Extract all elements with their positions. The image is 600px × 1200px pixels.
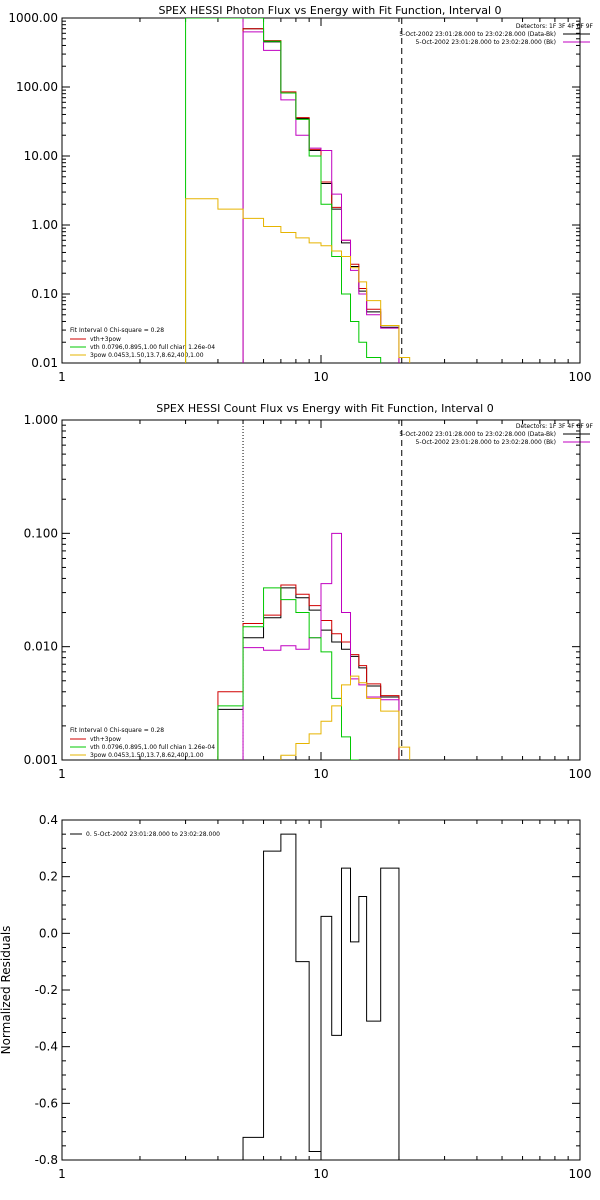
residuals-panel: Normalized Residuals 0. 5-Oct-2002 23:01…	[0, 813, 591, 1181]
photon-y-tick-label: 10.00	[24, 149, 58, 163]
photon-x-tick-label: 1	[58, 370, 66, 384]
count-y-tick-label: 0.010	[24, 640, 58, 654]
fit-legend-vth: vth 0.0796,0.895,1.00 full chian 1.26e-0…	[90, 344, 215, 351]
residual-legend-label: 0. 5-Oct-2002 23:01:28.000 to 23:02:28.0…	[86, 831, 220, 838]
fit-legend-2: Fit Interval 0 Chi-square = 0.28 vth+3po…	[70, 727, 215, 759]
count-y-tick-label: 0.001	[24, 753, 58, 767]
fit-legend-vth-2: vth 0.0796,0.895,1.00 full chian 1.26e-0…	[90, 744, 215, 751]
photon-flux-title: SPEX HESSI Photon Flux vs Energy with Fi…	[158, 4, 501, 17]
photon-series-3-step-line	[185, 18, 382, 363]
count-flux-panel: SPEX HESSI Count Flux vs Energy with Fit…	[24, 402, 594, 781]
resid-y-tick-label: 0.4	[39, 813, 58, 827]
bk-interval-label: 5-Oct-2002 23:01:28.000 to 23:02:28.000 …	[416, 39, 557, 46]
fit-legend-3pow: 3pow 0.0453,1.50,13.7,8.62,400,1.00	[90, 352, 204, 359]
bk-interval-label-2: 5-Oct-2002 23:01:28.000 to 23:02:28.000 …	[416, 439, 557, 446]
photon-y-tick-label: 1.00	[31, 218, 58, 232]
photon-y-tick-label: 0.01	[31, 356, 58, 370]
photon-series-4-step-line	[185, 198, 411, 363]
count-series-3-step-line	[217, 587, 359, 760]
count-series-0-step-line	[217, 587, 400, 760]
count-series-1-step-line	[217, 584, 400, 760]
detectors-label: Detectors: 1F 3F 4F 6F 9F	[516, 23, 594, 30]
fit-legend-vth3pow-2: vth+3pow	[90, 736, 121, 743]
count-y-tick-label: 1.000	[24, 413, 58, 427]
resid-y-tick-label: 0.0	[39, 926, 58, 940]
resid-y-tick-label: 0.2	[39, 870, 58, 884]
resid-x-tick-label: 1	[58, 1167, 66, 1181]
photon-flux-panel: SPEX HESSI Photon Flux vs Energy with Fi…	[8, 4, 593, 384]
resid-y-tick-label: -0.8	[35, 1153, 58, 1167]
photon-x-tick-label: 100	[569, 370, 592, 384]
count-series-4-step-line	[280, 675, 411, 760]
fit-legend-3pow-2: 3pow 0.0453,1.50,13.7,8.62,400,1.00	[90, 752, 204, 759]
count-x-tick-label: 10	[313, 767, 328, 781]
residuals-y-axis-label: Normalized Residuals	[0, 926, 13, 1055]
photon-y-tick-label: 100.00	[16, 80, 58, 94]
data-bk-interval-label: 5-Oct-2002 23:01:28.000 to 23:02:28.000 …	[399, 31, 556, 38]
resid-x-tick-label: 10	[313, 1167, 328, 1181]
data-bk-interval-label-2: 5-Oct-2002 23:01:28.000 to 23:02:28.000 …	[399, 431, 556, 438]
resid-series-0-step-line	[242, 833, 400, 1160]
count-x-tick-label: 100	[569, 767, 592, 781]
fit-legend: Fit Interval 0 Chi-square = 0.28 vth+3po…	[70, 327, 215, 359]
photon-x-tick-label: 10	[313, 370, 328, 384]
resid-y-tick-label: -0.2	[35, 983, 58, 997]
count-flux-title: SPEX HESSI Count Flux vs Energy with Fit…	[156, 402, 493, 415]
count-y-tick-label: 0.100	[24, 526, 58, 540]
fit-legend-chi-2: Fit Interval 0 Chi-square = 0.28	[70, 727, 164, 734]
count-x-tick-label: 1	[58, 767, 66, 781]
detectors-label-2: Detectors: 1F 3F 4F 6F 9F	[516, 423, 594, 430]
resid-y-tick-label: -0.6	[35, 1096, 58, 1110]
fit-legend-chi: Fit Interval 0 Chi-square = 0.28	[70, 327, 164, 334]
photon-y-tick-label: 0.10	[31, 287, 58, 301]
resid-x-tick-label: 100	[569, 1167, 592, 1181]
resid-y-tick-label: -0.4	[35, 1040, 58, 1054]
fit-legend-vth3pow: vth+3pow	[90, 336, 121, 343]
photon-y-tick-label: 1000.00	[8, 11, 58, 25]
